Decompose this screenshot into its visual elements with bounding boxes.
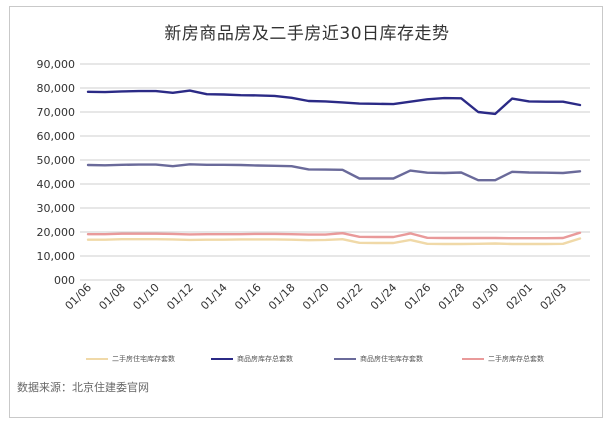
x-tick-label: 01/16	[232, 281, 264, 313]
y-tick-label: 90,000	[37, 58, 76, 71]
legend-item-second-resi: 二手房住宅库存套数	[86, 354, 175, 364]
x-tick-label: 01/28	[436, 281, 468, 313]
x-tick-label: 01/10	[130, 281, 162, 313]
y-tick-label: 10,000	[37, 250, 76, 263]
y-tick-label: 40,000	[37, 178, 76, 191]
data-source-note: 数据来源：北京住建委官网	[17, 381, 149, 394]
legend-label-second-total: 二手房库存总套数	[488, 355, 544, 363]
chart-frame: 新房商品房及二手房近30日库存走势 000 10,000 20,000 30,000 4…	[9, 6, 603, 418]
x-tick-label: 01/30	[470, 281, 502, 313]
x-tick-label: 01/08	[96, 281, 128, 313]
x-tick-label: 01/12	[164, 281, 196, 313]
y-tick-label: 60,000	[37, 130, 76, 143]
x-tick-label: 02/01	[504, 281, 536, 313]
x-tick-label: 02/03	[538, 281, 570, 313]
x-tick-label: 01/20	[300, 281, 332, 313]
series-line-second-total	[86, 231, 582, 240]
legend-item-new-resi: 商品房住宅库存套数	[334, 354, 423, 364]
legend-label-second-resi: 二手房住宅库存套数	[112, 355, 175, 363]
line-chart: 000 10,000 20,000 30,000 40,000 50,000 60,000 7…	[37, 58, 590, 313]
legend-label-new-total: 商品房库存总套数	[237, 355, 293, 363]
x-tick-label: 01/18	[266, 281, 298, 313]
x-tick-label: 01/22	[334, 281, 366, 313]
legend-swatch-second-total	[462, 358, 484, 360]
y-tick-label: 000	[54, 274, 75, 287]
series-line-second-resi	[86, 237, 582, 246]
chart-legend: 二手房住宅库存套数 商品房库存总套数 商品房住宅库存套数 二手房库存总套数	[10, 354, 604, 368]
y-tick-label: 70,000	[37, 106, 76, 119]
legend-swatch-new-resi	[334, 358, 356, 360]
x-tick-label: 01/26	[402, 281, 434, 313]
y-tick-label: 80,000	[37, 82, 76, 95]
legend-item-new-total: 商品房库存总套数	[211, 354, 293, 364]
legend-swatch-new-total	[211, 358, 233, 360]
x-tick-label: 01/24	[368, 281, 400, 313]
series-line-new-total	[86, 89, 582, 116]
legend-item-second-total: 二手房库存总套数	[462, 354, 544, 364]
y-tick-label: 50,000	[37, 154, 76, 167]
legend-swatch-second-resi	[86, 358, 108, 360]
chart-title: 新房商品房及二手房近30日库存走势	[164, 24, 450, 44]
y-tick-label: 30,000	[37, 202, 76, 215]
x-tick-label: 01/14	[198, 281, 230, 313]
series-line-new-resi	[86, 163, 582, 182]
y-tick-label: 20,000	[37, 226, 76, 239]
legend-label-new-resi: 商品房住宅库存套数	[360, 355, 423, 363]
